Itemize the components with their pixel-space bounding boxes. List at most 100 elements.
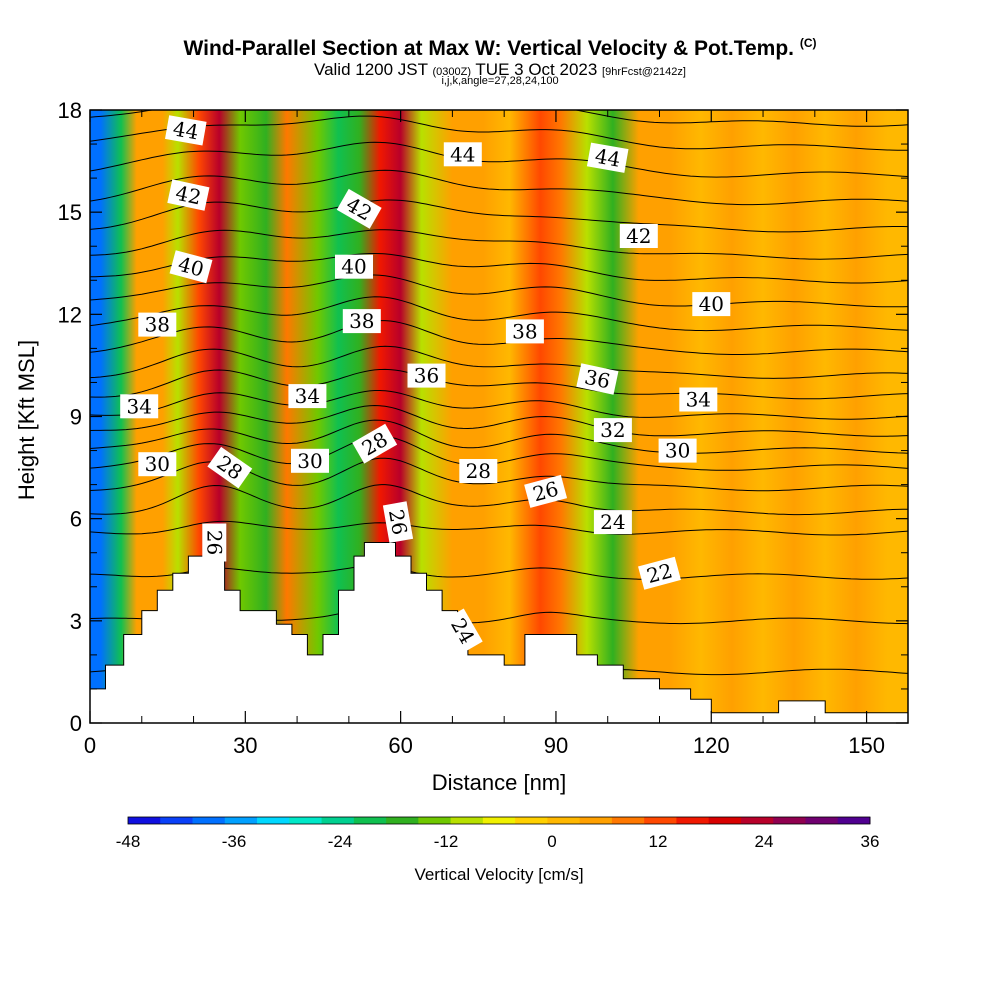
isentrope-line [90,484,908,516]
colorbar-tick-label: -12 [434,832,459,851]
contour-label-box [120,394,159,419]
contour-label: 34 [679,387,718,412]
colorbar-swatch [289,817,323,824]
contour-label-text: 34 [295,384,320,408]
colorbar-swatch [837,817,871,824]
isentrope-line [90,435,908,471]
contour-label-text: 30 [665,439,690,463]
contour-label-text: 38 [145,313,170,337]
contour-label: 34 [288,384,327,409]
contour-label-box [288,384,327,409]
isentrope-line [90,229,908,260]
contour-label-box [291,448,329,473]
y-axis-label: Height [Kft MSL] [14,340,39,500]
isentrope-line [90,419,908,454]
contour-label-box [593,418,632,443]
contour-label: 36 [576,363,619,395]
contour-label-box [505,319,544,344]
contour-label-box [342,309,381,334]
colorbar-swatch [482,817,516,824]
contour-label-box [576,363,619,395]
contour-label-text: 34 [126,394,151,418]
contour-label-text: 26 [202,530,226,555]
colorbar-swatch [547,817,581,824]
x-tick-label: 150 [848,733,885,758]
isentrope-line [90,565,908,580]
colorbar: -48 -36 -24 -12 0 12 24 36 [116,816,880,851]
contour-label-box [382,501,414,543]
isentrope-line [90,320,908,355]
contour-label: 36 [407,363,446,388]
x-tick-label: 30 [233,733,257,758]
contour-label-text: 36 [582,365,612,394]
colorbar-swatch [257,817,290,824]
contour-label-box [407,363,446,388]
x-tick-label: 90 [544,733,568,758]
contour-label: 38 [138,312,177,337]
contour-label-box [524,474,568,508]
colorbar-tick-label: 36 [861,832,880,851]
colorbar-swatch [740,817,774,824]
y-tick-label: 15 [58,200,82,225]
x-axis: 0 30 60 90 120 150 [84,110,885,758]
colorbar-swatch [611,817,645,824]
contour-label-box [679,387,718,412]
contour-label-text: 42 [173,181,203,210]
contour-label-text: 40 [341,255,366,279]
contour-label-box [165,115,207,146]
colorbar-swatch [805,817,839,824]
contour-label-text: 30 [297,449,322,473]
contour-label: 30 [138,452,177,477]
colorbar-swatch [676,817,710,824]
contour-label-text: 44 [593,144,622,172]
x-axis-label: Distance [nm] [432,770,567,795]
colorbar-tick-label: 24 [755,832,774,851]
isentrope-line [90,390,908,420]
contour-label: 40 [335,254,373,279]
contour-label-text: 30 [145,452,170,476]
colorbar-swatch [579,817,613,824]
colorbar-swatch [515,817,548,824]
copyright-mark: (C) [799,36,817,50]
chart-title-text: Wind-Parallel Section at Max W: Vertical… [183,37,794,60]
isentrope-line [90,115,908,151]
contour-label-box [138,452,177,477]
contour-label-text: 26 [384,507,412,536]
valid-date: TUE 3 Oct 2023 [475,60,598,79]
section-params: i,j,k,angle=27,28,24,100 [441,75,559,87]
contour-label: 42 [619,224,658,248]
colorbar-swatch [192,817,226,824]
y-tick-label: 18 [58,98,82,123]
contour-label: 44 [165,115,207,146]
isentrope-line [90,110,908,127]
contour-label: 44 [443,142,482,167]
x-tick-label: 120 [693,733,730,758]
contour-label-box [169,250,213,284]
contour-label-text: 32 [600,418,625,442]
colorbar-tick-label: -24 [328,832,353,851]
contour-label-box [443,142,482,167]
chart-title: Wind-Parallel Section at Max W: Vertical… [0,36,1000,61]
contour-label: 26 [202,523,227,562]
y-tick-label: 6 [70,507,82,532]
contour-label: 42 [167,179,210,211]
contour-label-text: 42 [626,224,651,248]
contour-label-box [335,254,373,279]
contour-label-text: 44 [450,142,475,166]
valid-utc: (0300Z) [432,66,471,78]
contour-label-box [336,188,382,229]
contour-label-box [586,142,629,173]
contour-label-text: 40 [699,292,724,316]
contour-label-box [658,438,697,463]
isentrope-line [90,169,908,206]
contour-label-box [352,423,398,464]
contour-label-box [167,179,210,211]
colorbar-swatch [450,817,484,824]
isentrope-line [90,368,908,400]
colorbar-swatch [708,817,742,824]
isentrope-line [90,296,908,332]
contour-label-box [593,510,632,535]
isentrope-line [90,274,908,308]
